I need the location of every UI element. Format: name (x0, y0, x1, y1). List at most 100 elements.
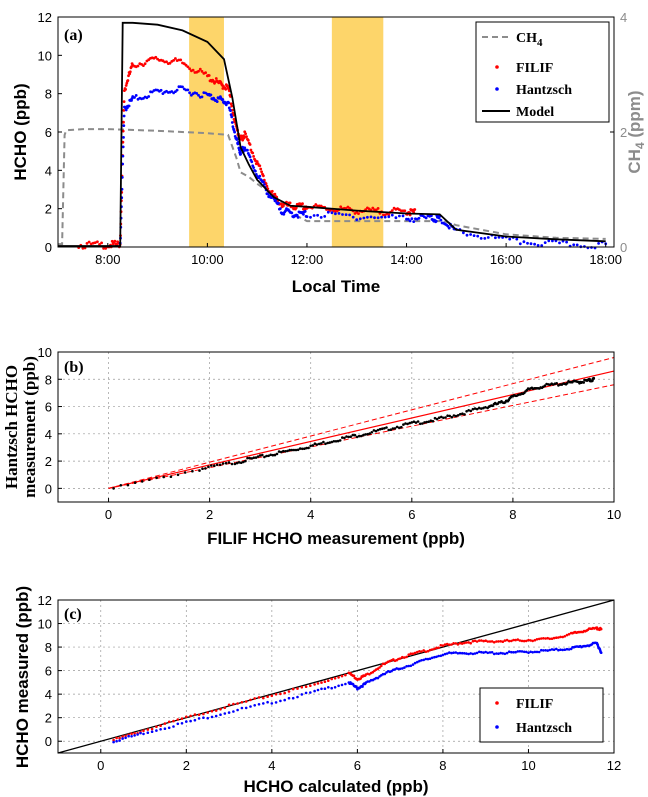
chart-c-series-hantzsch-point (249, 705, 252, 708)
series-filif-point (230, 104, 234, 108)
chart-c-series-filif-point (505, 638, 509, 642)
chart-c-series-filif-point (270, 694, 274, 698)
series-hantzsch-point (130, 99, 133, 102)
chart-c-x-tick-label: 4 (268, 758, 275, 773)
chart-c-series-filif-point (501, 640, 505, 643)
chart-b-series-points-point (332, 440, 336, 443)
chart-c-series-hantzsch-point (139, 731, 142, 735)
series-hantzsch-point (319, 216, 323, 219)
series-hantzsch-point (387, 215, 391, 219)
chart-c-series-hantzsch-point (291, 696, 295, 700)
chart-c-panel-label: (c) (64, 606, 82, 623)
series-hantzsch-point (424, 216, 428, 220)
chart-c-series-hantzsch-point (257, 703, 261, 706)
chart-c-series-filif-point (398, 657, 402, 660)
chart-a-y-tick-label: 4 (45, 163, 52, 178)
chart-a-y2-label-main: CH (625, 149, 644, 174)
series-hantzsch-point (175, 88, 179, 92)
chart-b-series-points-point (446, 414, 449, 418)
chart-c-series-filif-point (409, 652, 413, 655)
chart-c-series-filif-point (428, 648, 432, 652)
chart-b-series-points-point (459, 412, 462, 416)
chart-c-series-hantzsch-point (121, 737, 124, 740)
chart-c-series-filif-point (463, 641, 466, 645)
legend-filif-label: FILIF (516, 61, 553, 76)
chart-c-series-hantzsch-point (330, 686, 334, 690)
chart-c-series-filif-point (296, 687, 299, 690)
chart-b-series-points (112, 376, 596, 490)
chart-b-series-points-point (155, 476, 158, 480)
series-filif-point (232, 113, 235, 117)
chart-c-series-hantzsch-point (180, 722, 184, 725)
chart-b-series-points-point (292, 448, 296, 452)
chart-c-series-hantzsch-point (533, 650, 537, 654)
chart-c-series-hantzsch-point (546, 649, 549, 652)
chart-c-series-hantzsch-point (428, 657, 432, 660)
chart-c-series-hantzsch-point (437, 654, 440, 658)
series-hantzsch-point (229, 109, 232, 112)
chart-c-series-hantzsch-point (542, 649, 545, 652)
chart-c-series-filif-point (467, 641, 470, 644)
chart-b-x-tick-label: 0 (105, 507, 112, 522)
chart-b-series-points-point (213, 464, 216, 468)
chart-c-series-filif-point (486, 640, 490, 643)
chart-b-series-points-point (317, 442, 321, 446)
chart-b-series-points-point (207, 465, 210, 469)
series-filif-point (128, 70, 132, 74)
series-hantzsch-point (515, 237, 519, 241)
series-hantzsch-point (543, 241, 547, 245)
chart-b-plot-frame (57, 351, 615, 503)
series-filif-point (174, 57, 177, 60)
series-hantzsch-point (305, 215, 309, 219)
series-filif-point (390, 209, 394, 212)
chart-c-series-hantzsch-point (202, 716, 205, 719)
chart-a-y2-tick-label: 0 (620, 240, 627, 255)
one-to-one-line (57, 599, 615, 754)
chart-c-series-hantzsch-point (155, 729, 158, 732)
chart-c-series-hantzsch-point (557, 648, 560, 652)
chart-c-series-hantzsch-point (430, 656, 434, 660)
chart-c-series-hantzsch-point (219, 713, 222, 716)
series-hantzsch-point (124, 108, 128, 112)
chart-c-series-filif-point (561, 635, 564, 639)
chart-c-series-filif-point (452, 642, 455, 645)
chart-c-series-filif-point (514, 638, 517, 642)
chart-b-series-points-point (412, 420, 416, 424)
chart-b-x-tick-label: 2 (206, 507, 213, 522)
series-hantzsch-point (209, 93, 213, 97)
chart-a-y-tick-label: 8 (45, 87, 52, 102)
chart-c-series-hantzsch-point (146, 731, 150, 734)
chart-b-series-points-point (435, 417, 439, 421)
chart-c-series-hantzsch-point (473, 652, 477, 655)
chart-b-series-points-point (201, 467, 204, 471)
chart-b-series-points-point (230, 462, 234, 466)
chart-c-series-hantzsch-point (469, 652, 473, 655)
chart-c-series-filif-point (155, 725, 158, 729)
chart-c-series-filif-point (552, 636, 556, 640)
chart-b-series-points-point (326, 441, 329, 445)
chart-c-series-hantzsch-point (340, 683, 344, 687)
chart-c-series-hantzsch-point (287, 696, 291, 700)
series-hantzsch-point (316, 213, 319, 217)
series-filif-point (270, 189, 274, 193)
chart-c-series-filif-point (518, 639, 522, 642)
chart-a-x-tick-label: 10:00 (191, 252, 224, 267)
chart-c-series-hantzsch-point (210, 715, 214, 719)
series-hantzsch-point (380, 215, 383, 219)
series-filif-point (204, 71, 208, 75)
chart-b-series-points-point (269, 453, 273, 457)
chart-b-series-points-point (418, 422, 422, 426)
series-hantzsch-point (181, 85, 184, 89)
chart-c-series-filif-point (439, 644, 443, 647)
series-hantzsch-point (536, 244, 540, 247)
chart-a-y-tick-label: 10 (38, 48, 52, 63)
series-hantzsch-point (303, 210, 307, 213)
chart-c-series-filif-point (300, 686, 304, 689)
chart-b-series-points-point (250, 457, 254, 460)
chart-b-series-points-point (252, 456, 256, 460)
chart-c-series-hantzsch-point (510, 650, 513, 654)
chart-b-series-points-point (258, 454, 262, 457)
series-filif-point (252, 155, 256, 158)
chart-c-series-hantzsch-point (124, 736, 127, 740)
chart-c-series-hantzsch-point (559, 648, 562, 651)
